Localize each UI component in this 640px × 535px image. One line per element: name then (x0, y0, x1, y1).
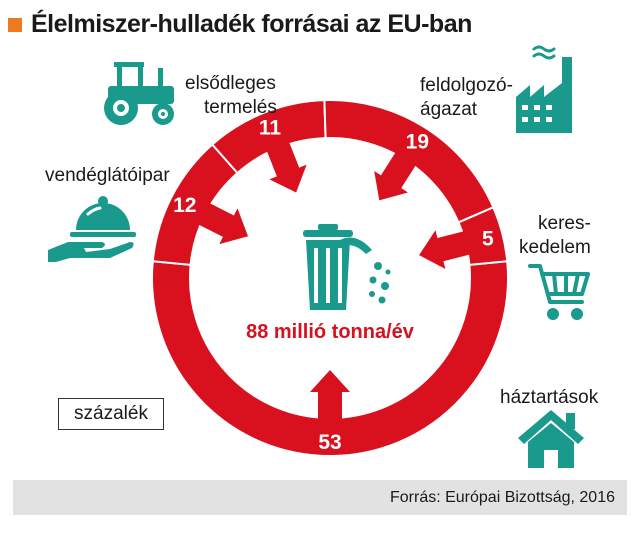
arrow-primary-production (265, 139, 307, 193)
value-label-households: 53 (318, 431, 341, 454)
label-households: háztartások (500, 387, 599, 408)
value-label-processing: 19 (406, 130, 429, 153)
center-total-label: 88 millió tonna/év (246, 321, 415, 343)
arrow-retail (419, 230, 473, 270)
label-primary-production: elsődleges termelés (185, 72, 277, 120)
label-processing: feldolgozó- ágazat (420, 74, 513, 122)
value-label-retail: 5 (482, 227, 494, 250)
label-primary-production-line2: termelés (204, 97, 277, 118)
tractor-icon (104, 62, 174, 125)
title-marker (8, 17, 22, 32)
slice-households (151, 260, 509, 458)
label-primary-production-line1: elsődleges (185, 73, 276, 94)
title-row: Élelmiszer-hulladék forrásai az EU-ban (8, 10, 472, 39)
chart-title: Élelmiszer-hulladék forrásai az EU-ban (31, 10, 472, 38)
label-retail-line1: keres- (538, 213, 591, 234)
factory-icon (516, 45, 572, 133)
source-footer: Forrás: Európai Bizottság, 2016 (13, 480, 627, 515)
arrow-catering (196, 201, 249, 245)
label-catering: vendéglátóipar (45, 165, 170, 186)
serving-cloche-icon (48, 196, 136, 262)
label-processing-line1: feldolgozó- (420, 75, 513, 96)
unit-label: százalék (58, 398, 164, 430)
value-label-primary-production: 11 (259, 116, 282, 139)
arrow-households (310, 370, 350, 422)
arrow-processing (374, 149, 418, 201)
house-icon (518, 410, 584, 468)
value-label-catering: 12 (173, 194, 196, 217)
trash-can-icon (303, 224, 391, 310)
label-retail: keres- kedelem (519, 212, 591, 260)
label-retail-line2: kedelem (519, 237, 591, 258)
label-processing-line2: ágazat (420, 99, 478, 120)
shopping-cart-icon (528, 264, 590, 320)
